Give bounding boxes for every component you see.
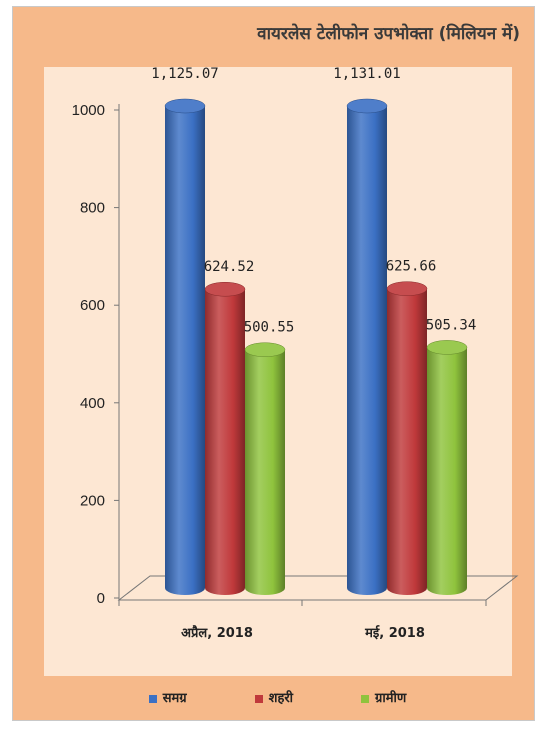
chart-title: वायरलेस टेलीफोन उपभोक्ता (मिलियन में) <box>257 24 520 44</box>
bar <box>387 288 427 595</box>
y-tick-label: 800 <box>80 200 105 217</box>
bar <box>347 106 387 595</box>
y-tick-label: 200 <box>80 492 105 509</box>
bar-top <box>204 281 246 297</box>
bar-top <box>346 98 388 114</box>
bar-top <box>426 340 468 355</box>
bar <box>205 289 245 595</box>
y-tick-label: 400 <box>80 395 105 412</box>
bar <box>245 349 285 595</box>
floor-plane <box>117 575 519 601</box>
bar-top <box>244 342 286 357</box>
legend-item: समग्र <box>148 688 187 706</box>
y-tick-label: 0 <box>97 590 105 607</box>
data-label: 625.66 <box>386 259 437 275</box>
legend-label: समग्र <box>162 691 187 706</box>
data-label: 1,131.01 <box>333 66 400 82</box>
y-tick-label: 600 <box>80 297 105 314</box>
legend-label: शहरी <box>268 691 294 706</box>
bar <box>427 347 467 595</box>
data-label: 1,125.07 <box>151 66 218 82</box>
legend-swatch <box>254 694 263 703</box>
legend-item: शहरी <box>254 688 294 706</box>
bar-top <box>386 281 428 296</box>
bar <box>165 106 205 595</box>
legend-swatch <box>361 694 370 703</box>
legend: समग्र शहरी ग्रामीण <box>0 688 555 706</box>
data-label: 624.52 <box>204 259 255 275</box>
bar-top <box>164 98 206 114</box>
y-tick-label: 1000 <box>72 102 105 119</box>
legend-swatch <box>148 694 157 703</box>
category-label: मई, 2018 <box>364 625 425 641</box>
legend-item: ग्रामीण <box>361 688 406 706</box>
data-label: 500.55 <box>244 320 295 336</box>
category-label: अप्रैल, 2018 <box>181 625 253 641</box>
legend-label: ग्रामीण <box>375 691 407 706</box>
data-label: 505.34 <box>426 317 477 333</box>
